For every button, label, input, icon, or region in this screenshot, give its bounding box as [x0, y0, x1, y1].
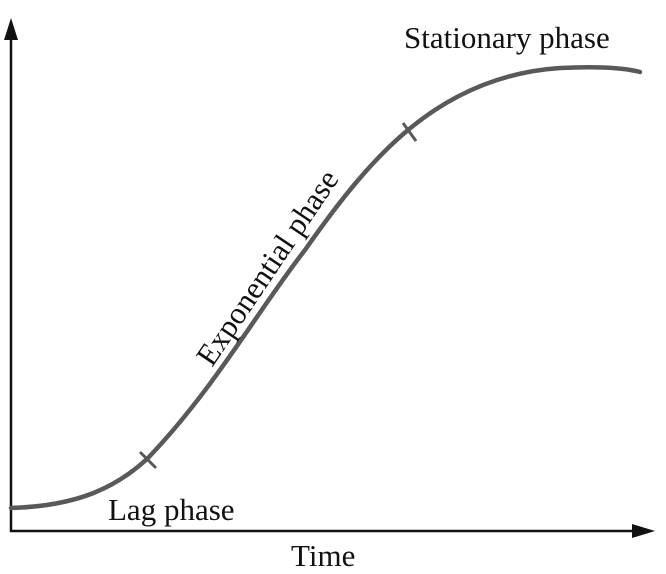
exponential-phase-label: Exponential phase [189, 163, 346, 372]
y-axis-arrowhead [4, 18, 18, 40]
growth-curve [8, 64, 643, 511]
x-axis-arrowhead [632, 524, 655, 538]
stationary-phase-label: Stationary phase [404, 20, 610, 55]
lag-exponential-boundary-tick [138, 450, 158, 470]
lag-phase-label: Lag phase [108, 492, 235, 527]
exponential-stationary-boundary-tick [401, 122, 418, 142]
x-axis-label: Time [291, 538, 355, 573]
